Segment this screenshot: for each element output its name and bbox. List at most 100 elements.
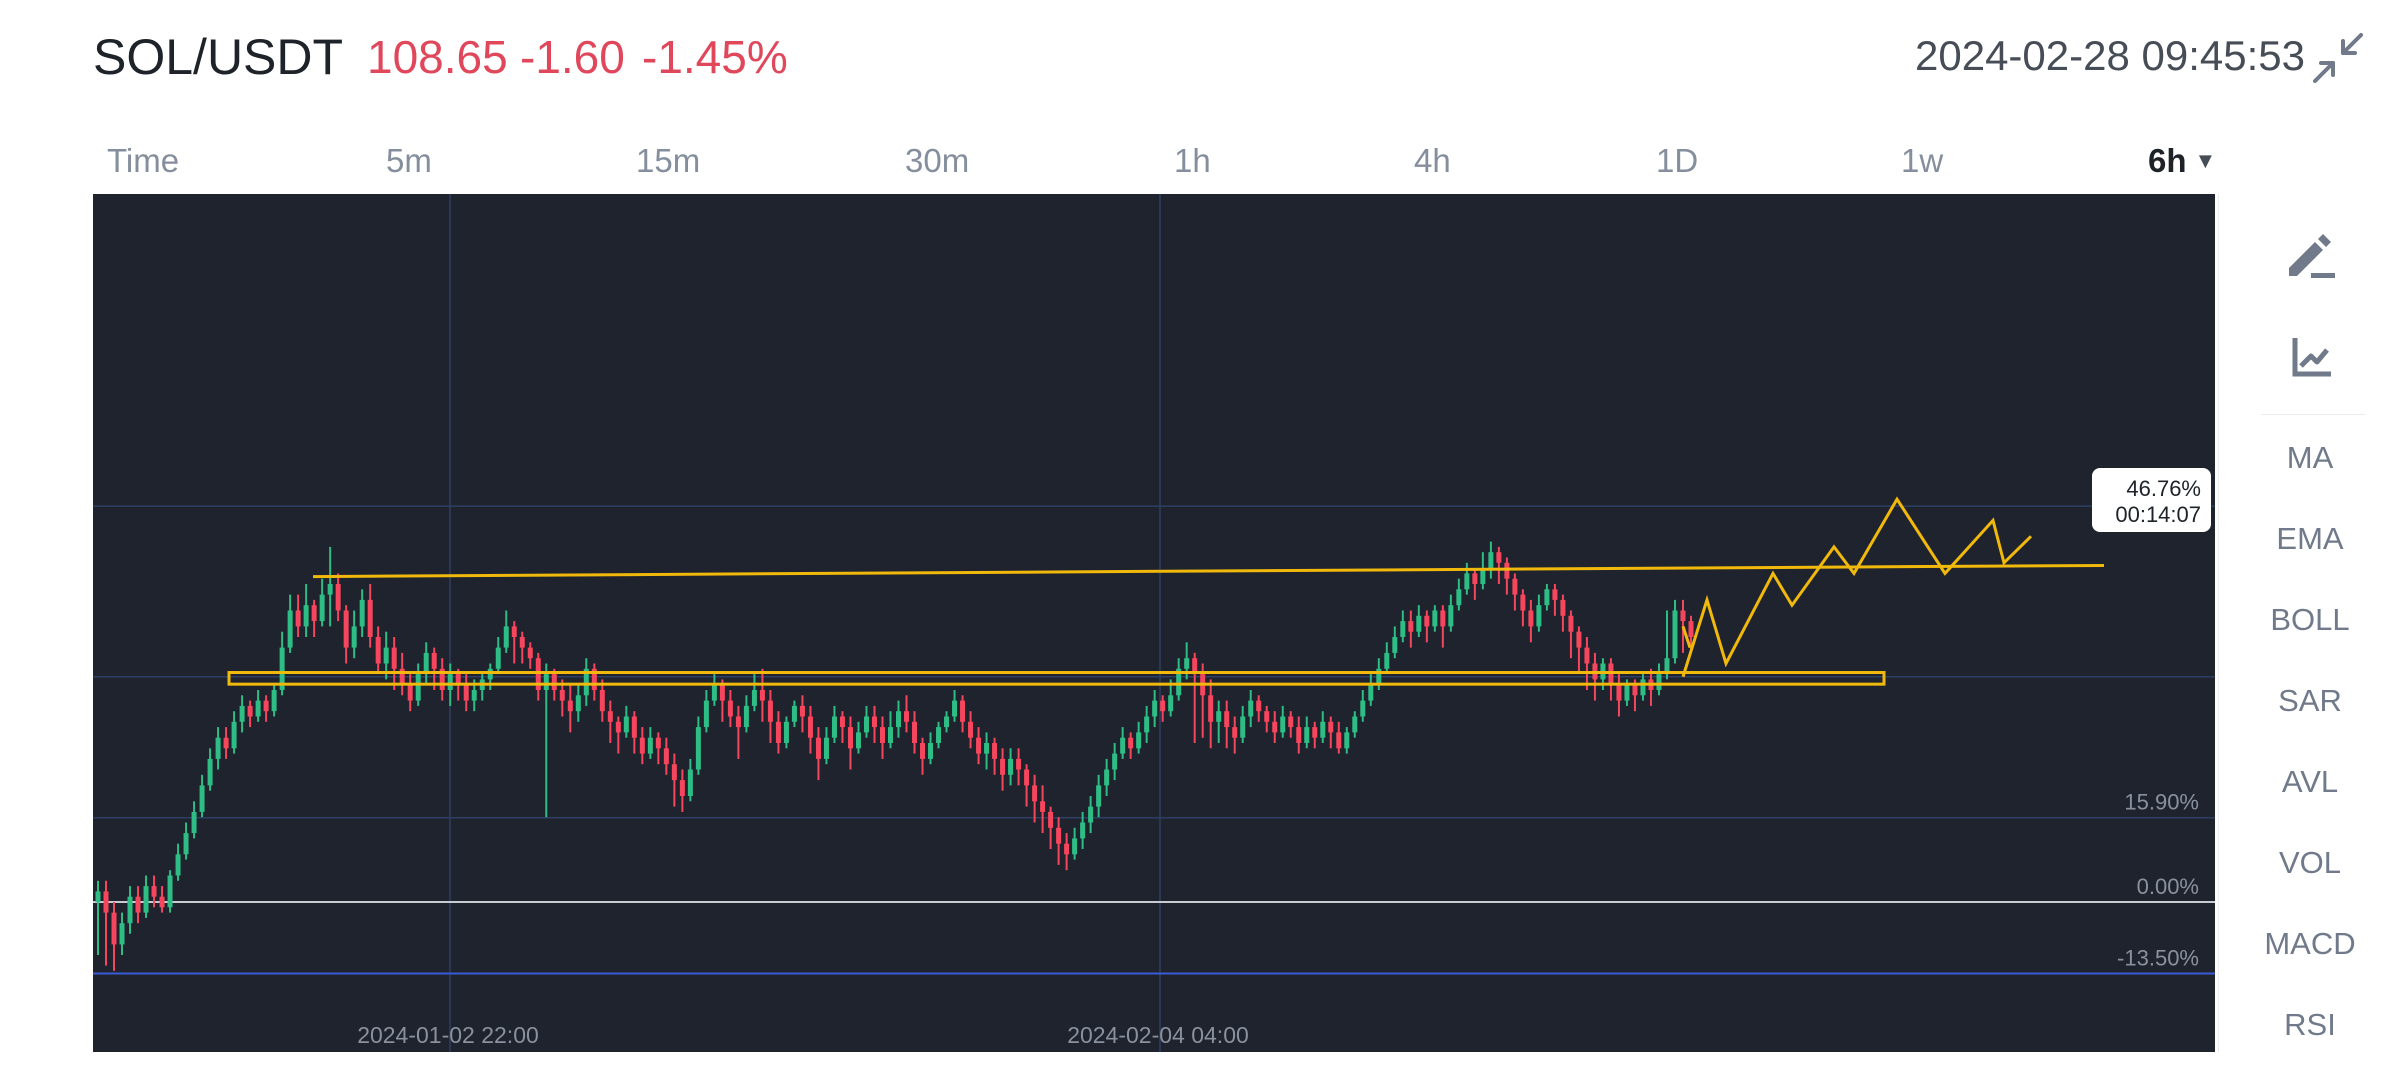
indicator-ema[interactable]: EMA — [2276, 521, 2344, 556]
tab-4h[interactable]: 4h — [1414, 142, 1451, 179]
candle-body — [1288, 716, 1294, 728]
tab-1h[interactable]: 1h — [1174, 142, 1211, 179]
candle-body — [727, 700, 733, 717]
candle-body — [1152, 700, 1158, 717]
candle-body — [1320, 721, 1326, 738]
candle-body — [1680, 610, 1686, 622]
candle-body — [1304, 727, 1310, 743]
candle-body — [1352, 716, 1358, 733]
tab-5m[interactable]: 5m — [386, 142, 432, 179]
candle-body — [447, 674, 453, 690]
candle-body — [1184, 658, 1190, 669]
pair-title[interactable]: SOL/USDT — [93, 29, 344, 85]
candle-body — [855, 732, 861, 749]
chart-trend-icon[interactable] — [2281, 326, 2341, 386]
candle-body — [1248, 700, 1254, 717]
tab-time[interactable]: Time — [107, 142, 180, 179]
candle-body — [912, 721, 918, 743]
candle-body — [511, 626, 517, 637]
candle-body — [992, 743, 998, 759]
candle-body — [1144, 716, 1150, 733]
candle-body — [1624, 684, 1630, 701]
candle-body — [944, 716, 950, 728]
candle-body — [591, 668, 597, 690]
candle-body — [239, 705, 245, 722]
candle-body — [1208, 695, 1214, 722]
candle-body — [215, 737, 221, 759]
candle-body — [359, 599, 365, 627]
candle-body — [879, 727, 885, 743]
candle-body — [671, 764, 677, 781]
candle-body — [1296, 727, 1302, 743]
sidebar-divider — [2261, 414, 2366, 415]
candle-body — [335, 584, 341, 611]
candle-body — [1048, 811, 1054, 828]
candle-body — [984, 743, 990, 754]
candle-body — [1496, 552, 1502, 563]
candle-body — [807, 716, 813, 738]
tab-30m[interactable]: 30m — [905, 142, 970, 179]
current-percent: 46.76% — [2126, 476, 2201, 501]
collapse-arrows-icon[interactable] — [2310, 30, 2366, 86]
indicator-avl[interactable]: AVL — [2281, 764, 2339, 799]
indicator-macd[interactable]: MACD — [2264, 926, 2356, 961]
candle-body — [1128, 737, 1134, 749]
tab-1w[interactable]: 1w — [1901, 142, 1944, 179]
candle-body — [135, 896, 141, 913]
indicator-ma[interactable]: MA — [2286, 440, 2334, 475]
candle-body — [159, 896, 165, 908]
current-price-tag: 46.76% 00:14:07 — [2092, 468, 2211, 532]
candle-body — [1136, 732, 1142, 749]
candle-body — [831, 716, 837, 738]
tab-6h-label: 6h — [2148, 142, 2187, 179]
candle-body — [687, 769, 693, 796]
candle-body — [399, 668, 405, 685]
resistance-line — [312, 563, 2105, 579]
candle-body — [439, 668, 445, 690]
candle-body — [1392, 637, 1398, 653]
candle-body — [920, 743, 926, 759]
candle-body — [1520, 594, 1526, 611]
candlestick-chart[interactable]: 74.70%15.90%0.00%-13.50%2024-01-02 22:00… — [93, 194, 2215, 1052]
draw-pencil-icon[interactable] — [2281, 224, 2341, 284]
candle-body — [623, 716, 629, 733]
tab-15m[interactable]: 15m — [636, 142, 701, 179]
indicator-vol[interactable]: VOL — [2278, 845, 2342, 880]
y-tick-label: 15.90% — [2124, 790, 2199, 815]
candle-body — [327, 584, 333, 595]
candle-body — [287, 610, 293, 648]
candle-body — [823, 737, 829, 759]
indicator-rsi[interactable]: RSI — [2284, 1007, 2336, 1042]
tab-6h[interactable]: 6h ▼ — [2148, 142, 2216, 180]
candle-body — [896, 711, 902, 728]
candle-body — [1160, 700, 1166, 712]
candle-body — [1112, 753, 1118, 770]
indicator-sar[interactable]: SAR — [2278, 683, 2342, 718]
tab-1d[interactable]: 1D — [1656, 142, 1699, 179]
candle-body — [631, 716, 637, 738]
candle-body — [871, 716, 877, 728]
candle-body — [103, 891, 109, 913]
candle-body — [367, 599, 373, 637]
candle-body — [1104, 769, 1110, 786]
candle-body — [1528, 610, 1534, 627]
candle-body — [767, 700, 773, 722]
caret-down-icon: ▼ — [2194, 148, 2217, 173]
candle-body — [1584, 647, 1590, 664]
candle-body — [1360, 700, 1366, 717]
chart-canvas: 74.70%15.90%0.00%-13.50%2024-01-02 22:00… — [93, 194, 2215, 1052]
candle-body — [375, 637, 381, 664]
header: SOL/USDT 108.65 -1.60 -1.45% 2024-02-28 … — [0, 0, 2400, 120]
candle-body — [1256, 700, 1262, 712]
candle-body — [1176, 668, 1182, 696]
candle-body — [1344, 732, 1350, 749]
candle-body — [1400, 621, 1406, 637]
candle-body — [928, 743, 934, 759]
candle-body — [1336, 732, 1342, 749]
candle-body — [1568, 615, 1574, 632]
indicator-boll[interactable]: BOLL — [2270, 602, 2350, 637]
projection-stub — [1681, 625, 1692, 649]
candle-body — [1224, 711, 1230, 728]
candle-body — [1576, 631, 1582, 648]
candle-body — [183, 833, 189, 855]
